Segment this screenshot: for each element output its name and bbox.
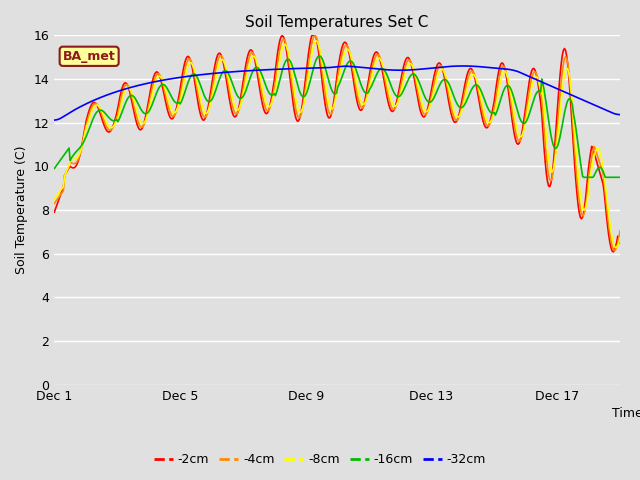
X-axis label: Time: Time: [612, 408, 640, 420]
Y-axis label: Soil Temperature (C): Soil Temperature (C): [15, 146, 28, 274]
Title: Soil Temperatures Set C: Soil Temperatures Set C: [246, 15, 429, 30]
Legend: -2cm, -4cm, -8cm, -16cm, -32cm: -2cm, -4cm, -8cm, -16cm, -32cm: [149, 448, 491, 471]
Text: BA_met: BA_met: [63, 50, 116, 63]
